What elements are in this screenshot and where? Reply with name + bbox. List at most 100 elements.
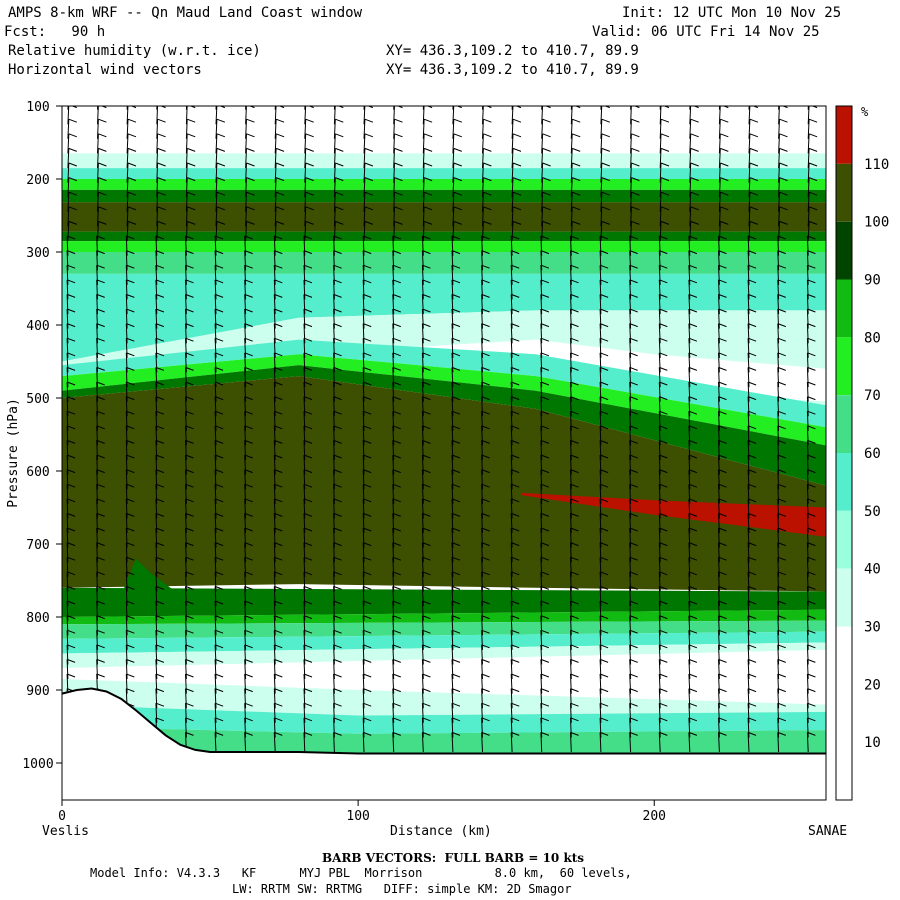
colorbar-label: 50 bbox=[864, 504, 881, 520]
wind-barb bbox=[66, 629, 76, 650]
wind-barb bbox=[658, 381, 668, 402]
wind-barb bbox=[363, 162, 374, 183]
wind-barb bbox=[125, 279, 135, 300]
wind-barb bbox=[570, 629, 579, 650]
colorbar-segment bbox=[836, 106, 852, 164]
x-tick-label: 100 bbox=[346, 809, 369, 824]
wind-barb bbox=[599, 629, 609, 650]
wind-barb bbox=[215, 147, 226, 169]
forecast-hour: Fcst: 90 h bbox=[4, 24, 106, 40]
wind-barb bbox=[658, 425, 668, 446]
wind-barb bbox=[747, 542, 757, 563]
wind-barb bbox=[540, 658, 550, 680]
wind-barb bbox=[688, 250, 698, 271]
wind-barb bbox=[806, 556, 816, 577]
wind-barb bbox=[481, 323, 490, 344]
wind-barb bbox=[273, 702, 283, 723]
colorbar-segment bbox=[836, 742, 852, 800]
wind-barb bbox=[393, 118, 403, 139]
wind-barb bbox=[777, 235, 786, 256]
wind-barb bbox=[273, 717, 283, 738]
y-tick-label: 700 bbox=[26, 538, 49, 553]
y-axis: 100 200 300 400 500 600 700 800 900 1000 bbox=[22, 100, 62, 772]
wind-barb bbox=[540, 498, 550, 519]
wind-barb bbox=[244, 644, 253, 665]
wind-barb bbox=[273, 615, 283, 636]
wind-barb bbox=[482, 177, 492, 198]
wind-barb bbox=[96, 381, 105, 402]
wind-barb bbox=[540, 235, 550, 256]
wind-barb bbox=[362, 542, 372, 563]
wind-barb bbox=[97, 220, 107, 242]
wind-barb bbox=[333, 133, 344, 154]
wind-barb bbox=[747, 658, 757, 680]
wind-barb bbox=[689, 206, 699, 227]
wind-barb bbox=[688, 396, 698, 417]
wind-barb bbox=[599, 702, 609, 723]
wind-barb bbox=[155, 366, 165, 388]
wind-barb bbox=[629, 250, 638, 271]
x-axis-label: Distance (km) bbox=[390, 824, 492, 839]
wind-barb bbox=[214, 439, 224, 461]
wind-barb bbox=[630, 177, 640, 198]
wind-barb bbox=[718, 556, 727, 577]
wind-barb bbox=[125, 293, 135, 315]
wind-barb bbox=[451, 542, 461, 563]
wind-barb bbox=[600, 133, 610, 154]
wind-barb bbox=[362, 264, 372, 285]
wind-barb bbox=[659, 147, 670, 169]
wind-barb bbox=[482, 147, 492, 169]
wind-barb bbox=[659, 191, 670, 212]
wind-barb bbox=[481, 381, 490, 402]
wind-barb bbox=[451, 658, 461, 680]
y-tick-label: 600 bbox=[26, 465, 49, 480]
wind-barb bbox=[96, 250, 105, 271]
wind-barb bbox=[451, 702, 461, 723]
wind-barb bbox=[806, 293, 816, 315]
wind-barb bbox=[510, 308, 520, 329]
wind-barb bbox=[244, 673, 253, 694]
wind-barb bbox=[777, 600, 786, 621]
wind-barb bbox=[363, 133, 374, 154]
wind-barb bbox=[630, 133, 640, 154]
wind-barb bbox=[96, 352, 105, 373]
wind-barb bbox=[541, 147, 551, 169]
wind-barb bbox=[747, 571, 757, 592]
wind-barb bbox=[97, 133, 107, 154]
colorbar-unit: % bbox=[861, 105, 869, 119]
wind-barb bbox=[747, 293, 757, 315]
wind-barb bbox=[421, 673, 431, 694]
wind-barb bbox=[777, 439, 786, 461]
wind-barb bbox=[599, 323, 609, 344]
wind-barb bbox=[510, 483, 520, 504]
wind-barb bbox=[688, 425, 698, 446]
colorbar-segment bbox=[836, 684, 852, 743]
wind-barb bbox=[333, 512, 342, 534]
wind-barb bbox=[66, 264, 76, 285]
wind-barb bbox=[600, 220, 610, 242]
wind-barb bbox=[806, 615, 816, 636]
wind-barb bbox=[245, 206, 255, 227]
wind-barb bbox=[333, 250, 342, 271]
wind-barb bbox=[215, 177, 226, 198]
wind-barb bbox=[570, 556, 579, 577]
wind-barb bbox=[333, 162, 344, 183]
wind-barb bbox=[392, 498, 401, 519]
wind-barb bbox=[599, 381, 609, 402]
wind-barb bbox=[362, 425, 372, 446]
wind-barb bbox=[363, 191, 374, 212]
wind-barb bbox=[718, 512, 727, 534]
wind-barb bbox=[807, 220, 818, 242]
wind-barb bbox=[777, 396, 786, 417]
wind-barb bbox=[214, 629, 224, 650]
wind-barb bbox=[304, 177, 314, 198]
wind-barb bbox=[688, 600, 698, 621]
rh-band-70a bbox=[62, 252, 826, 274]
init-time: Init: 12 UTC Mon 10 Nov 25 bbox=[622, 5, 842, 21]
wind-barb bbox=[303, 629, 313, 650]
wind-barb bbox=[304, 118, 314, 139]
wind-barb bbox=[215, 191, 226, 212]
wind-barb bbox=[392, 425, 401, 446]
wind-barb bbox=[689, 220, 699, 242]
wind-barb bbox=[806, 600, 816, 621]
